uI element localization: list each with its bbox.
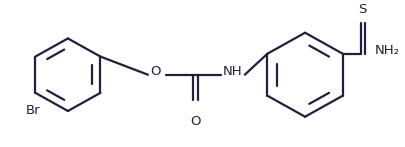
- Text: O: O: [150, 65, 161, 78]
- Text: S: S: [358, 2, 366, 16]
- Text: NH₂: NH₂: [373, 44, 399, 57]
- Text: NH: NH: [223, 65, 242, 78]
- Text: Br: Br: [26, 104, 40, 117]
- Text: O: O: [190, 115, 200, 128]
